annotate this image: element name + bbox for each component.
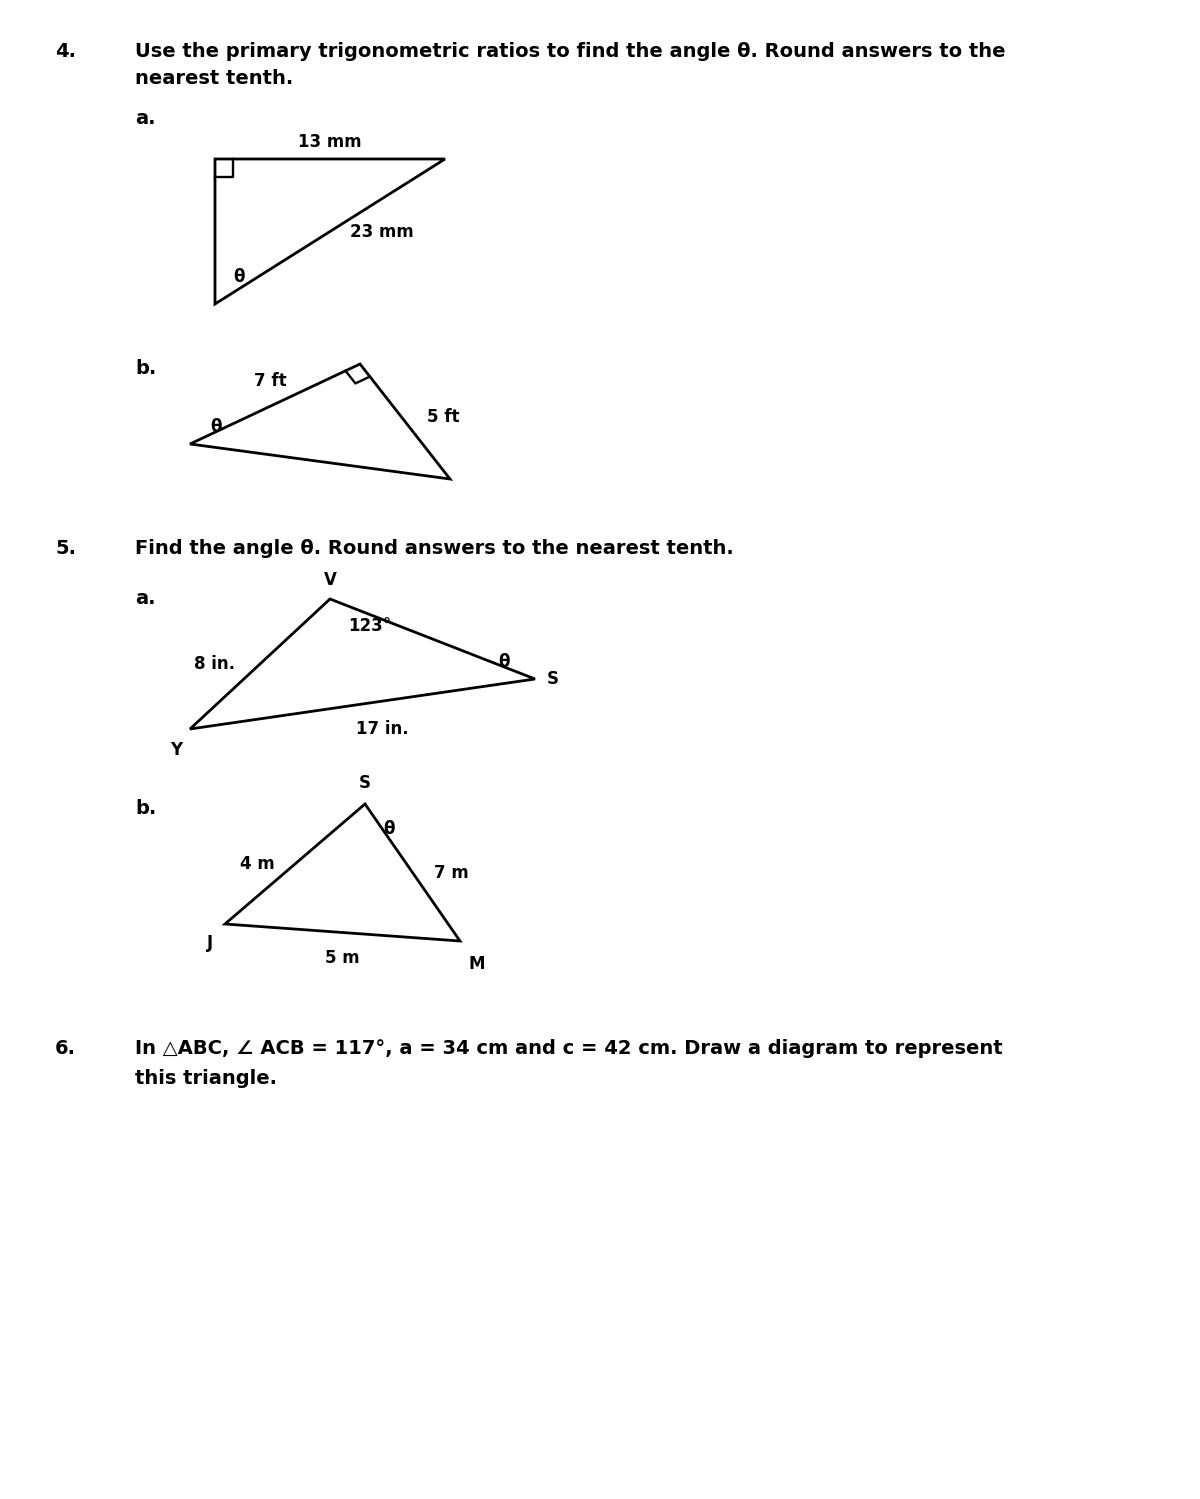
Text: 7 m: 7 m: [434, 863, 469, 881]
Text: b.: b.: [134, 358, 156, 378]
Text: a.: a.: [134, 109, 156, 127]
Text: 17 in.: 17 in.: [356, 720, 409, 738]
Text: this triangle.: this triangle.: [134, 1069, 277, 1088]
Text: 5.: 5.: [55, 540, 76, 558]
Text: Use the primary trigonometric ratios to find the angle θ. Round answers to the: Use the primary trigonometric ratios to …: [134, 42, 1006, 61]
Text: θ: θ: [210, 418, 222, 436]
Text: 4 m: 4 m: [240, 854, 275, 872]
Text: 7 ft: 7 ft: [253, 372, 287, 390]
Text: In △ABC, ∠ ACB = 117°, a = 34 cm and c = 42 cm. Draw a diagram to represent: In △ABC, ∠ ACB = 117°, a = 34 cm and c =…: [134, 1039, 1003, 1058]
Text: Y: Y: [170, 741, 182, 758]
Text: 23 mm: 23 mm: [350, 222, 414, 240]
Text: 5 ft: 5 ft: [427, 408, 460, 426]
Text: 13 mm: 13 mm: [298, 133, 362, 151]
Text: a.: a.: [134, 589, 156, 609]
Text: V: V: [324, 571, 336, 589]
Text: Find the angle θ. Round answers to the nearest tenth.: Find the angle θ. Round answers to the n…: [134, 540, 733, 558]
Text: 6.: 6.: [55, 1039, 76, 1058]
Text: θ: θ: [383, 820, 395, 838]
Text: nearest tenth.: nearest tenth.: [134, 69, 293, 88]
Text: 5 m: 5 m: [325, 949, 360, 967]
Text: M: M: [468, 955, 485, 973]
Text: S: S: [359, 773, 371, 791]
Text: θ: θ: [233, 268, 245, 286]
Text: J: J: [206, 934, 214, 952]
Text: 123°: 123°: [348, 618, 391, 636]
Text: 8 in.: 8 in.: [194, 655, 235, 673]
Text: 4.: 4.: [55, 42, 76, 61]
Text: θ: θ: [498, 654, 510, 672]
Text: S: S: [547, 670, 559, 688]
Text: b.: b.: [134, 799, 156, 818]
